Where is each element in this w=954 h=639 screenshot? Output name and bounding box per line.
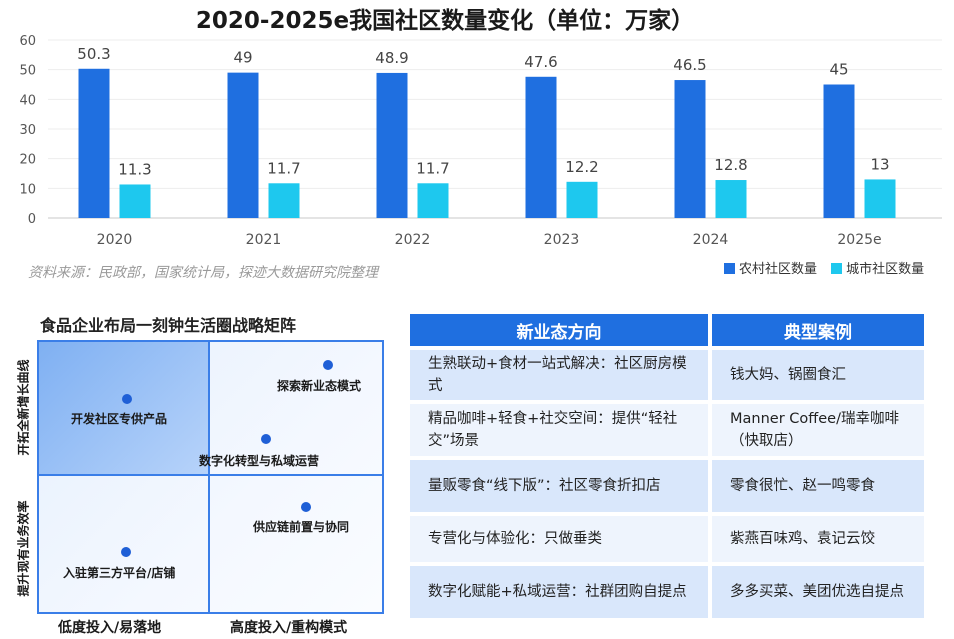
bar-rural [823,84,855,218]
data-label: 12.2 [565,158,598,176]
y-tick-label: 40 [19,93,36,108]
table-row: 数字化赋能+私域运营：社群团购自提点 多多买菜、美团优选自提点 [408,564,926,620]
x-tick-label: 2022 [395,232,431,248]
y-tick-label: 60 [19,34,36,49]
table-row: 精品咖啡+轻食+社交空间：提供“轻社交”场景 Manner Coffee/瑞幸咖… [408,402,926,458]
matrix-point-br [301,502,311,512]
matrix-point-tl [122,394,132,404]
matrix-label-tl: 开发社区专供产品 [71,412,168,426]
direction-cell: 生熟联动+食材一站式解决：社区厨房模式 [408,348,710,402]
data-label: 50.3 [77,45,110,63]
bar-urban [268,183,300,218]
cases-cell: 紫燕百味鸡、袁记云饺 [710,514,926,564]
y-tick-label: 50 [19,64,36,79]
data-label: 11.7 [267,159,300,177]
data-label: 48.9 [375,49,408,67]
bar-rural [376,72,408,219]
header-direction: 新业态方向 [408,312,710,348]
x-tick-label: 2023 [544,232,580,248]
bar-rural [525,76,557,218]
chart-legend: 农村社区数量 城市社区数量 [724,258,934,277]
matrix-x-left-label: 低度投入/易落地 [58,620,162,636]
strategy-matrix: 开发社区专供产品 探索新业态模式 数字化转型与私域运营 供应链前置与协同 入驻第… [37,340,384,614]
header-cases: 典型案例 [710,312,926,348]
matrix-label-tr2: 数字化转型与私域运营 [199,454,320,468]
data-label: 49 [233,49,252,67]
bar-urban [566,181,598,218]
matrix-point-tr2 [261,434,271,444]
chart-title: 2020-2025e我国社区数量变化（单位：万家） [196,7,694,34]
quadrant-bottom-right [210,476,382,612]
matrix-title: 食品企业布局一刻钟生活圈战略矩阵 [40,316,297,335]
matrix-y-top-label: 开拓全新增长曲线 [16,359,31,456]
y-tick-label: 20 [19,153,36,168]
x-tick-label: 2021 [246,232,282,248]
direction-cell: 量贩零食“线下版”：社区零食折扣店 [408,458,710,514]
data-label: 45 [829,61,848,79]
y-tick-label: 30 [19,123,36,138]
data-label: 13 [870,155,889,173]
bar-rural [674,80,706,218]
matrix-x-right-label: 高度投入/重构模式 [230,620,348,636]
data-label: 47.6 [524,53,557,71]
matrix-label-br: 供应链前置与协同 [253,520,350,534]
matrix-label-tr1: 探索新业态模式 [277,379,362,393]
direction-cell: 专营化与体验化：只做垂类 [408,514,710,564]
data-label: 12.8 [714,156,747,174]
data-label: 11.3 [118,160,151,178]
bar-rural [78,68,110,218]
y-tick-label: 10 [19,182,36,197]
bar-rural [227,72,259,218]
quadrant-top-right [210,342,382,476]
cases-cell: 钱大妈、锅圈食汇 [710,348,926,402]
community-bar-chart: 2020-2025e我国社区数量变化（单位：万家） 0102030405060 … [19,7,942,248]
matrix-y-bottom-label: 提升现有业务效率 [16,500,31,597]
direction-cell: 精品咖啡+轻食+社交空间：提供“轻社交”场景 [408,402,710,458]
quadrant-top-left [39,342,210,476]
bar-urban [119,184,151,218]
cases-cell: 零食很忙、赵一鸣零食 [710,458,926,514]
cases-cell: 多多买菜、美团优选自提点 [710,564,926,620]
table-row: 专营化与体验化：只做垂类 紫燕百味鸡、袁记云饺 [408,514,926,564]
matrix-point-bl [121,547,131,557]
table-row: 生熟联动+食材一站式解决：社区厨房模式 钱大妈、锅圈食汇 [408,348,926,402]
matrix-label-bl: 入驻第三方平台/店铺 [63,566,176,580]
x-tick-label: 2025e [837,232,881,248]
x-tick-label: 2020 [97,232,133,248]
cases-cell: Manner Coffee/瑞幸咖啡（快取店） [710,402,926,458]
data-label: 46.5 [673,56,706,74]
bar-urban [715,180,747,218]
source-note: 资料来源：民政部，国家统计局，探迹大数据研究院整理 [28,265,378,281]
direction-cell: 数字化赋能+私域运营：社群团购自提点 [408,564,710,620]
bar-urban [417,183,449,218]
legend-urban: 城市社区数量 [831,262,924,277]
matrix-point-tr1 [323,360,333,370]
data-label: 11.7 [416,159,449,177]
y-tick-label: 0 [28,212,36,227]
new-format-table: 新业态方向 典型案例 生熟联动+食材一站式解决：社区厨房模式 钱大妈、锅圈食汇 … [408,312,926,620]
bar-urban [864,179,896,218]
legend-rural: 农村社区数量 [724,262,817,277]
table-row: 量贩零食“线下版”：社区零食折扣店 零食很忙、赵一鸣零食 [408,458,926,514]
x-tick-label: 2024 [693,232,729,248]
quadrant-bottom-left [39,476,210,612]
